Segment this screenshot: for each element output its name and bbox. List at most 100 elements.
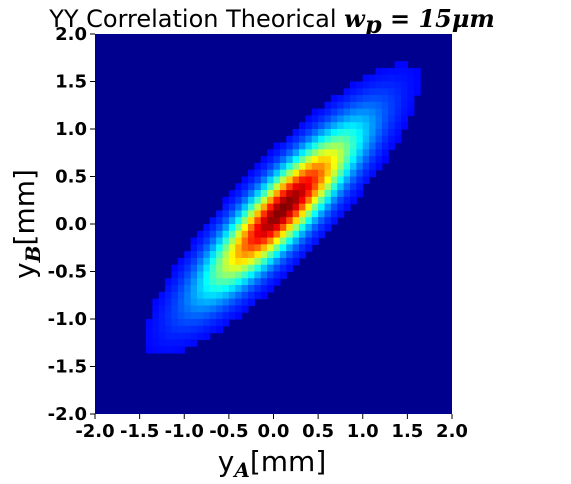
heatmap-cell [311,203,319,212]
heatmap-cell [235,264,243,273]
heatmap-cell [235,224,243,232]
heatmap-cell [260,183,268,191]
heatmap-cell [286,169,294,178]
heatmap-cell [388,88,396,96]
heatmap-cell [311,162,319,171]
heatmap-cell [401,108,408,117]
heatmap-cell [375,81,383,89]
heatmap-cell [203,244,211,252]
heatmap-cell [177,332,185,340]
heatmap-cell [177,339,185,347]
heatmap-cell [356,169,364,178]
heatmap-cell [241,305,249,313]
heatmap-cell [273,203,281,212]
heatmap-cell [362,95,370,103]
heatmap-cell [197,325,204,334]
heatmap-cell [235,230,243,239]
heatmap-cell [146,339,153,347]
heatmap-cell [273,271,281,279]
heatmap-cell [260,196,268,205]
heatmap-cell [260,244,268,252]
heatmap-cell [241,251,249,259]
heatmap-cell [286,149,294,157]
heatmap-cell [248,176,255,184]
heatmap-cell [299,217,306,225]
heatmap-cell [311,176,319,184]
heatmap-cell [235,210,243,218]
heatmap-cell [203,325,211,334]
heatmap-cell [241,190,249,198]
heatmap-cell [241,183,249,191]
heatmap-cell [343,156,351,164]
heatmap-cell [286,183,294,191]
heatmap-cell [254,176,262,184]
heatmap-cell [197,230,204,239]
heatmap-cell [394,81,402,89]
heatmap-cell [279,203,287,212]
heatmap-cell [177,264,185,273]
heatmap-cell [388,95,396,103]
heatmap-cell [305,203,313,212]
heatmap-cell [177,285,185,293]
chart-title-prefix: YY Correlation Theorical [48,5,344,33]
heatmap-cell [286,176,294,184]
heatmap-cell [228,230,236,239]
x-axis-label-sub: A [232,458,250,482]
y-tick-label: -2.0 [48,404,87,425]
heatmap-cell [299,224,306,232]
heatmap-cell [222,257,230,266]
heatmap-cell [209,325,217,334]
heatmap-cell [184,298,192,307]
heatmap-cell [369,101,377,110]
heatmap-cell [292,230,300,239]
heatmap-cell [177,319,185,327]
heatmap-cell [241,176,249,184]
heatmap-cell [343,176,351,184]
heatmap-cell [152,332,160,340]
heatmap-cell [260,169,268,178]
heatmap-cell [171,332,179,340]
heatmap-cell [292,162,300,171]
heatmap-cell [267,278,275,286]
heatmap-cell [401,81,408,89]
heatmap-cell [171,319,179,327]
heatmap-cell [171,271,179,279]
heatmap-cell [248,224,255,232]
heatmap-cell [216,264,224,273]
heatmap-cell [209,217,217,225]
x-tick-label: 0.5 [302,421,334,442]
heatmap-cell [267,196,275,205]
heatmap-cell [222,319,230,327]
plot-area [95,34,452,414]
heatmap-cell [369,81,377,89]
heatmap-cell [222,210,230,218]
heatmap-cell [324,224,332,232]
heatmap-cell [184,278,192,286]
heatmap-cell [228,257,236,266]
heatmap-cell [216,298,224,307]
heatmap-cell [407,67,415,76]
heatmap-cell [254,196,262,205]
heatmap-cell [292,203,300,212]
heatmap-cell [330,95,338,103]
heatmap-cell [279,271,287,279]
heatmap-cell [318,135,326,144]
x-tick-label: -2.0 [75,421,114,442]
heatmap-cell [248,196,255,205]
heatmap-cell [267,224,275,232]
heatmap-cell [324,176,332,184]
heatmap-cell [177,346,185,354]
heatmap-cell [190,264,198,273]
heatmap-cell [146,319,153,327]
heatmap-cell [216,285,224,293]
heatmap-cell [235,190,243,198]
heatmap-cell [197,264,204,273]
heatmap-cell [248,230,255,239]
heatmap-cell [330,122,338,130]
heatmap-cell [350,129,357,137]
heatmap-cell [407,74,415,83]
heatmap-cell [311,230,319,239]
heatmap-cell [216,217,224,225]
heatmap-cell [177,305,185,313]
heatmap-cell [311,196,319,205]
